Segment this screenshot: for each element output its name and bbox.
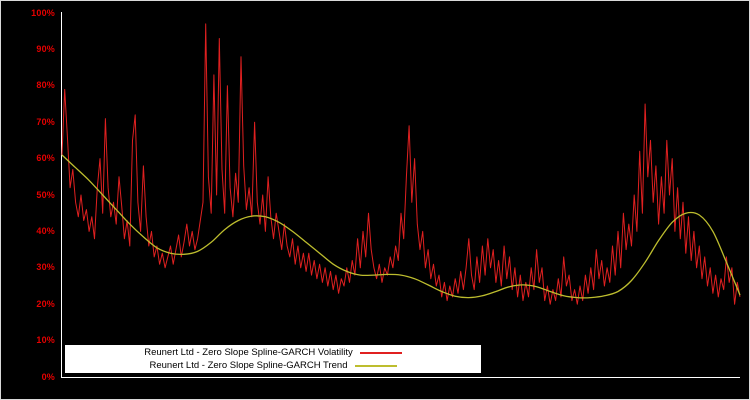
- y-axis-label: 60%: [36, 153, 55, 164]
- y-axis-label: 0%: [41, 371, 55, 382]
- y-axis-label: 20%: [36, 298, 55, 309]
- legend-item-trend: Reunert Ltd - Zero Slope Spline-GARCH Tr…: [65, 359, 481, 372]
- y-axis-label: 30%: [36, 262, 55, 273]
- legend-item-volatility: Reunert Ltd - Zero Slope Spline-GARCH Vo…: [65, 346, 481, 359]
- y-axis-label: 50%: [36, 189, 55, 200]
- legend-line-trend-icon: [354, 364, 397, 367]
- y-axis-label: 100%: [31, 7, 55, 18]
- plot-area: [61, 23, 741, 305]
- chart-legend: Reunert Ltd - Zero Slope Spline-GARCH Vo…: [65, 345, 481, 373]
- y-axis-label: 10%: [36, 335, 55, 346]
- y-axis-label: 80%: [36, 80, 55, 91]
- y-axis-label: 70%: [36, 116, 55, 127]
- y-axis-label: 40%: [36, 225, 55, 236]
- trend-series-line: [61, 154, 741, 299]
- y-axis: 0% 10% 20% 30% 40% 50% 60% 70% 80% 90% 100%: [1, 1, 57, 399]
- legend-label-trend: Reunert Ltd - Zero Slope Spline-GARCH Tr…: [149, 360, 348, 371]
- legend-line-volatility-icon: [359, 351, 402, 354]
- y-axis-line: [61, 12, 62, 378]
- x-axis-line: [61, 377, 740, 378]
- volatility-series-line: [61, 23, 741, 305]
- legend-label-volatility: Reunert Ltd - Zero Slope Spline-GARCH Vo…: [144, 347, 353, 358]
- y-axis-label: 90%: [36, 43, 55, 54]
